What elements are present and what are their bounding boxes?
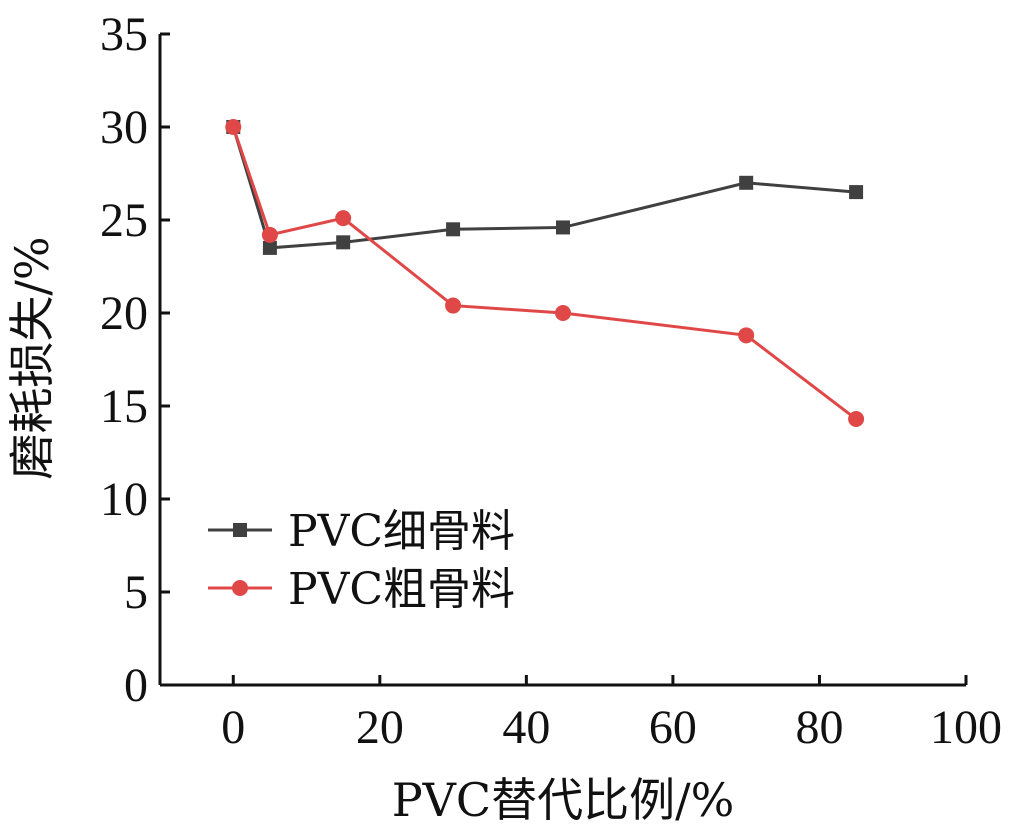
x-tick-label: 80: [795, 701, 843, 754]
data-point: [849, 185, 864, 200]
plot-area: 0 20 40 60 80 100 0 5 10 15 20 25 30 35: [100, 8, 1002, 754]
legend-item: PVC细骨料: [208, 506, 515, 557]
x-tick-label: 40: [502, 701, 550, 754]
data-point: [335, 210, 352, 227]
series-layer: [225, 119, 865, 428]
y-tick-label: 20: [100, 287, 148, 340]
y-axis-title: 磨耗损失/%: [5, 236, 59, 479]
legend-swatch-marker: [233, 523, 247, 537]
data-point: [446, 222, 461, 237]
legend: PVC细骨料 PVC粗骨料: [208, 506, 515, 615]
data-point: [262, 240, 277, 255]
legend-label: PVC细骨料: [288, 506, 515, 557]
data-point: [336, 235, 351, 250]
y-tick-label: 0: [124, 659, 148, 712]
x-tick-label: 100: [930, 701, 1002, 754]
x-tick-label: 60: [649, 701, 697, 754]
data-point: [261, 226, 278, 243]
y-tick-label: 15: [100, 380, 148, 433]
legend-swatch-marker: [232, 580, 248, 596]
x-tick-label: 0: [221, 701, 245, 754]
y-tick-label: 5: [124, 566, 148, 619]
y-tick-label: 35: [100, 8, 148, 61]
series-1: [226, 120, 864, 255]
data-point: [556, 220, 570, 235]
y-tick-label: 10: [100, 473, 148, 526]
data-point: [739, 175, 754, 190]
data-point: [445, 297, 462, 314]
data-point: [738, 327, 755, 344]
x-axis-ticks: 0 20 40 60 80 100: [221, 675, 1002, 754]
y-tick-label: 30: [100, 101, 148, 154]
data-point: [848, 411, 865, 428]
series-2: [225, 119, 865, 428]
y-tick-label: 25: [100, 194, 148, 247]
y-axis-ticks: 0 5 10 15 20 25 30 35: [100, 8, 170, 712]
x-tick-label: 20: [356, 701, 404, 754]
data-point: [225, 119, 242, 135]
series-line: [231, 126, 857, 421]
data-point: [555, 305, 571, 321]
legend-item: PVC粗骨料: [208, 564, 515, 615]
series-line: [231, 126, 857, 250]
legend-label: PVC粗骨料: [288, 564, 515, 615]
x-axis-title: PVC替代比例/%: [392, 773, 735, 827]
